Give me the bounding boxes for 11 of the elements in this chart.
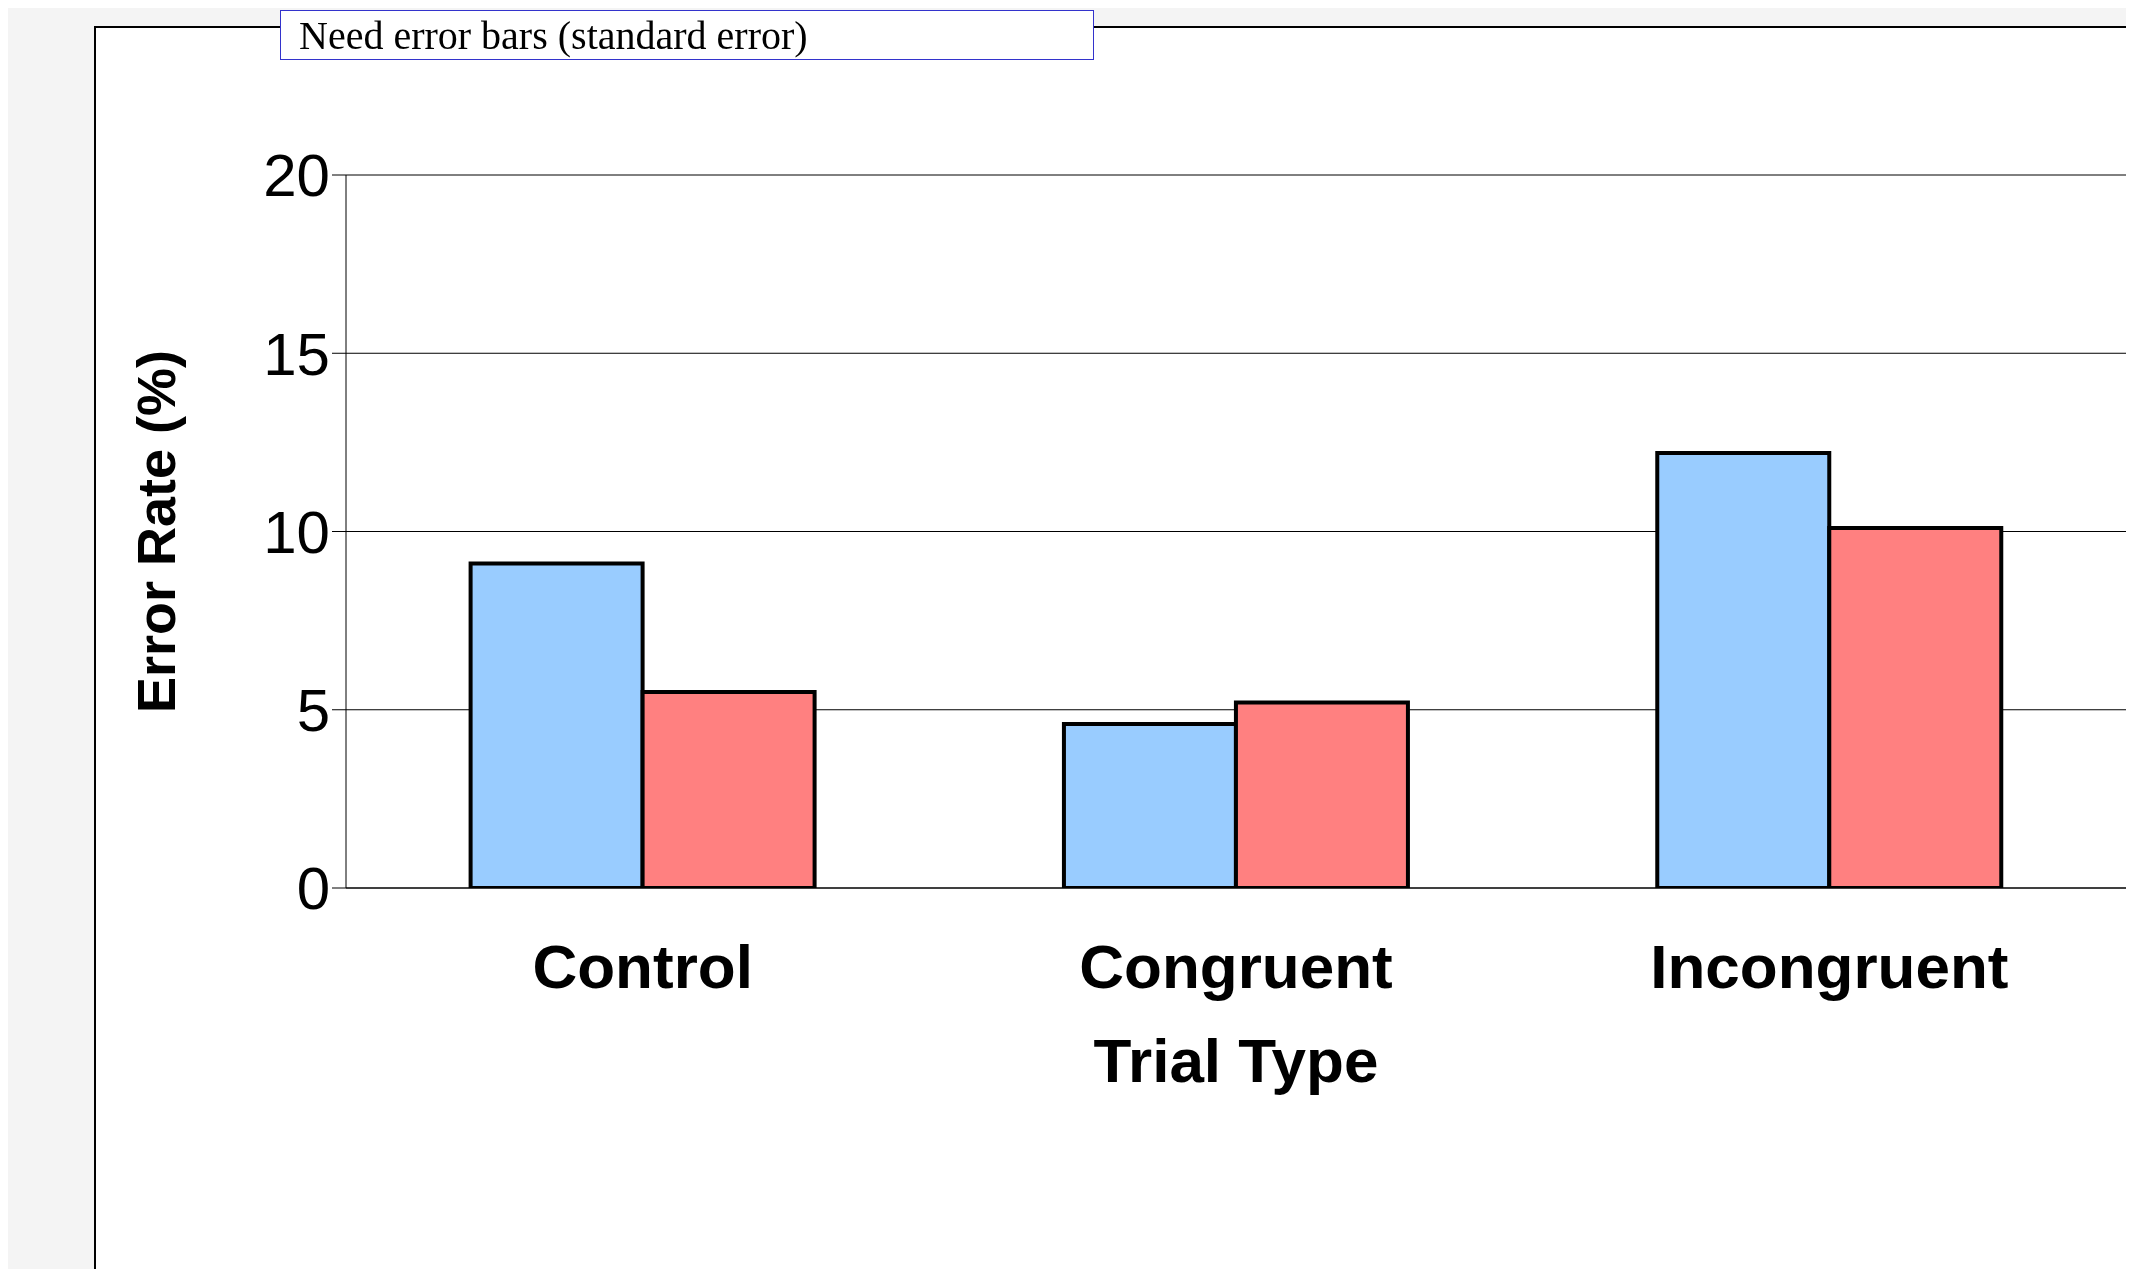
y-tick-label: 15	[263, 320, 330, 388]
y-tick-label: 20	[263, 142, 330, 210]
y-tick-label: 0	[296, 855, 330, 923]
text: Need error bars (standard error)	[280, 10, 1094, 60]
x-tick-label: Congruent	[1079, 932, 1393, 1002]
x-tick-label: Incongruent	[1650, 932, 2009, 1002]
y-tick-label: 5	[296, 677, 330, 745]
y-axis-title: Error Rate (%)	[126, 349, 187, 714]
y-tick-label: 10	[263, 498, 330, 566]
x-axis-title: Trial Type	[1093, 1026, 1379, 1096]
x-tick-label: Control	[532, 932, 753, 1002]
